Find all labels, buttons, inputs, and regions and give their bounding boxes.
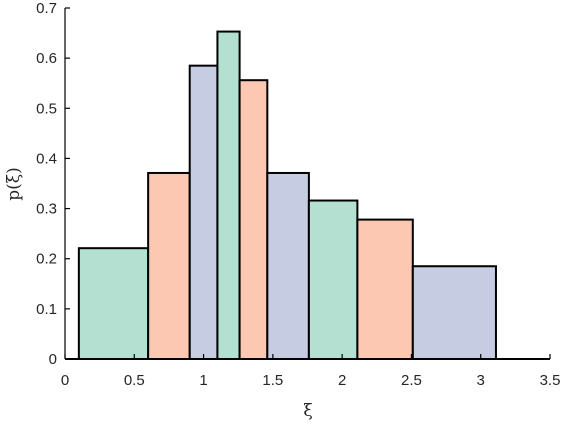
x-tick-label: 1 xyxy=(199,372,207,389)
axes-group: 0 0.5 1 1.5 2 2.5 3 3.5 0 0.1 0.2 0.3 0.4 0.5 0.6 0.7 xyxy=(36,0,560,389)
x-tick-label: 3.5 xyxy=(540,372,561,389)
y-tick-label: 0.1 xyxy=(36,301,57,318)
histogram-bar-6 xyxy=(266,171,310,360)
y-tick-label: 0.2 xyxy=(36,251,57,268)
x-tick-label: 2 xyxy=(338,372,346,389)
y-tick-label: 0.3 xyxy=(36,201,57,218)
y-axis-label: p(ξ) xyxy=(4,167,24,201)
histogram-bar-4 xyxy=(216,30,241,361)
y-tick-label: 0.5 xyxy=(36,100,57,117)
histogram-bar-2 xyxy=(147,171,191,360)
y-tick-label: 0.7 xyxy=(36,0,57,17)
histogram-bar-3 xyxy=(188,64,219,361)
x-tick-label: 3 xyxy=(477,372,485,389)
x-tick-label: 0.5 xyxy=(124,372,145,389)
histogram-bar-9 xyxy=(411,265,497,360)
y-tick-label: 0.6 xyxy=(36,50,57,67)
bars-group xyxy=(77,30,497,361)
x-tick-label: 0 xyxy=(61,372,69,389)
x-tick-label: 1.5 xyxy=(262,372,283,389)
x-axis-label: ξ xyxy=(303,401,312,421)
histogram-bar-7 xyxy=(307,199,359,360)
y-tick-label: 0.4 xyxy=(36,150,57,167)
y-tick-label: 0 xyxy=(49,351,57,368)
histogram-bar-1 xyxy=(77,247,150,360)
histogram-bar-5 xyxy=(238,79,269,360)
histogram-bar-8 xyxy=(356,218,414,360)
x-tick-label: 2.5 xyxy=(401,372,422,389)
